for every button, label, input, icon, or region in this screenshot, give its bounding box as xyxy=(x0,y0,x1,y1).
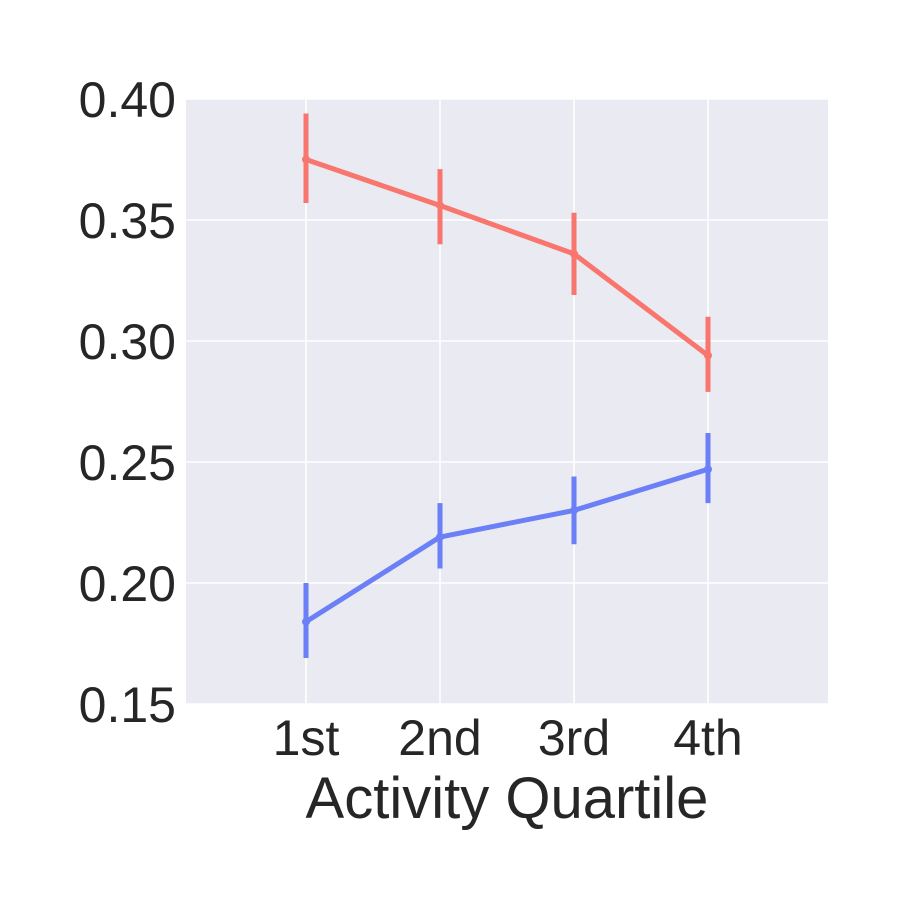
x-axis-title: Activity Quartile xyxy=(306,766,709,831)
y-tick-label: 0.20 xyxy=(79,556,176,612)
x-tick-labels: 1st 2nd 3rd 4th xyxy=(273,710,743,766)
series-lines xyxy=(302,113,712,659)
x-tick-label: 3rd xyxy=(538,710,610,766)
plot-background xyxy=(186,99,828,704)
x-tick-label: 4th xyxy=(673,710,743,766)
data-point xyxy=(302,155,310,164)
y-tick-label: 0.25 xyxy=(79,435,176,491)
series-line-1 xyxy=(303,466,711,625)
y-tick-label: 0.30 xyxy=(79,314,176,370)
x-tick-label: 1st xyxy=(273,710,340,766)
y-tick-labels: 0.15 0.20 0.25 0.30 0.35 0.40 xyxy=(79,72,176,733)
y-tick-label: 0.35 xyxy=(79,193,176,249)
y-tick-label: 0.40 xyxy=(79,72,176,128)
data-point xyxy=(436,533,444,542)
data-point xyxy=(704,351,712,360)
data-point xyxy=(570,506,578,515)
data-point xyxy=(436,201,444,210)
data-point xyxy=(302,617,310,626)
series-line-0 xyxy=(303,157,711,359)
y-tick-label: 0.15 xyxy=(79,677,176,733)
x-tick-label: 2nd xyxy=(398,710,481,766)
data-point xyxy=(570,249,578,258)
data-point xyxy=(704,465,712,474)
